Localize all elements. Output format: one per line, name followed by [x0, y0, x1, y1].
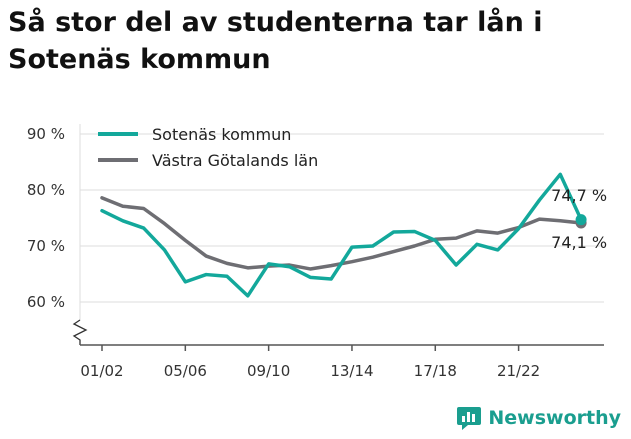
series-endpoint-sotenas	[575, 214, 587, 226]
end-label-vastra-gotaland: 74,1 %	[551, 233, 607, 252]
y-tick-label: 90 %	[27, 125, 65, 143]
x-tick-label: 17/18	[414, 362, 457, 380]
brand-name: Newsworthy	[488, 407, 621, 429]
y-tick-label: 60 %	[27, 293, 65, 311]
axis-break-icon	[72, 319, 88, 345]
legend: Sotenäs kommun Västra Götalands län	[98, 125, 318, 170]
grid-lines	[80, 133, 604, 303]
series-lines	[100, 172, 587, 298]
y-tick-label: 80 %	[27, 181, 65, 199]
legend-label: Västra Götalands län	[152, 151, 318, 170]
x-tick-label: 01/02	[80, 362, 123, 380]
x-tick-label: 13/14	[330, 362, 373, 380]
series-line-vastra-gotaland	[100, 196, 583, 271]
brand-logo: Newsworthy	[456, 405, 621, 431]
x-tick-label: 05/06	[164, 362, 207, 380]
chart-title: Så stor del av studenterna tar lån i Sot…	[8, 7, 543, 75]
end-labels: 74,7 % 74,1 %	[551, 186, 607, 252]
y-tick-label: 70 %	[27, 237, 65, 255]
axes: 60 % 70 % 80 % 90 % 01/02 05/06 09/10 13/14 17/1…	[27, 124, 604, 380]
series-line-sotenas	[100, 172, 583, 298]
newsworthy-logo-icon	[457, 407, 482, 430]
legend-label: Sotenäs kommun	[152, 125, 291, 144]
end-label-sotenas: 74,7 %	[551, 186, 607, 205]
x-tick-label: 21/22	[497, 362, 540, 380]
x-tick-label: 09/10	[247, 362, 290, 380]
